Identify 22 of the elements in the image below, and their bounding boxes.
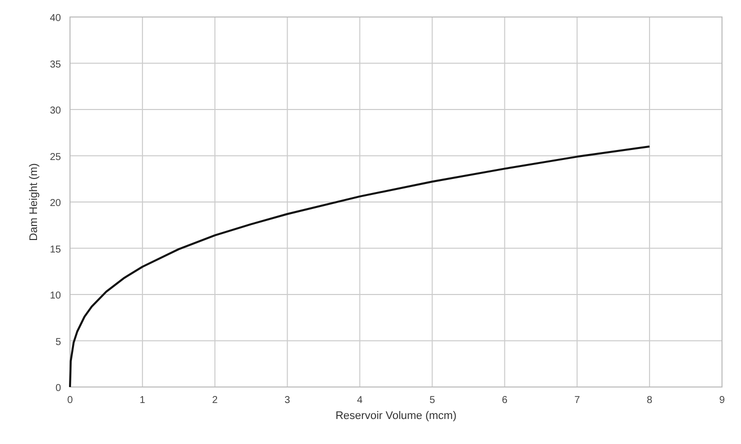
x-tick-label: 5 [429,395,436,406]
x-tick-label: 4 [356,395,363,406]
y-tick-label: 25 [50,152,62,163]
x-tick-label: 8 [646,395,653,406]
y-tick-label: 20 [50,198,62,209]
x-tick-label: 7 [574,395,580,406]
y-tick-label: 0 [55,383,62,394]
line-series [69,146,651,388]
y-tick-label: 30 [50,106,62,116]
x-tick-label: 2 [212,395,218,406]
x-tick-label: 3 [284,395,291,406]
y-tick-label: 35 [50,59,62,70]
x-tick-label: 1 [140,395,146,406]
y-tick-label: 40 [50,13,62,24]
x-tick-label: 9 [719,395,726,406]
y-tick-label: 15 [50,244,62,256]
y-tick-label: 5 [55,336,62,348]
x-tick-label: 0 [67,395,74,406]
y-axis-title: Dam Height (m) [28,163,40,241]
y-tick-label: 10 [50,290,62,302]
x-tick-label: 6 [502,395,508,406]
x-axis-title: Reservoir Volume (mcm) [335,410,457,422]
